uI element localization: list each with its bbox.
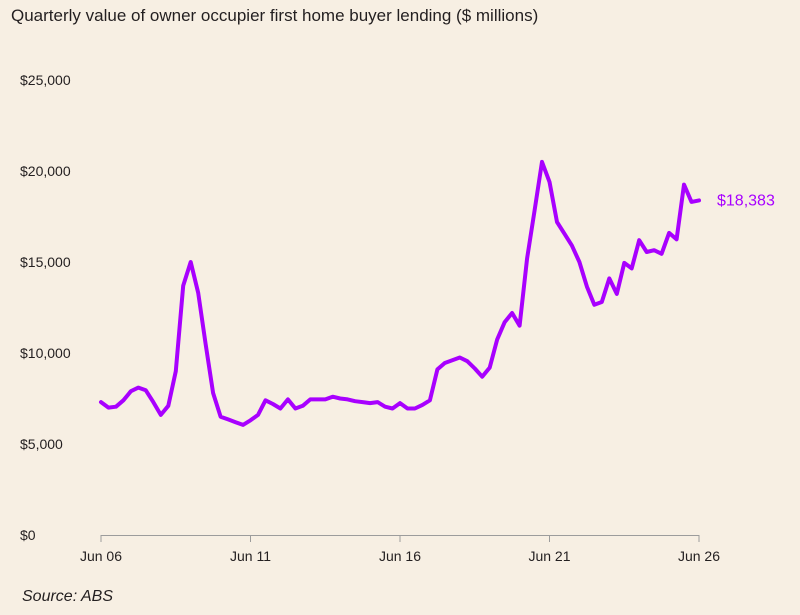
x-tick-label: Jun 26 xyxy=(678,548,720,564)
y-tick-label: $5,000 xyxy=(20,436,63,452)
x-tick-label: Jun 21 xyxy=(528,548,570,564)
y-tick-label: $15,000 xyxy=(20,254,71,270)
series-line xyxy=(99,159,701,427)
x-tick-label: Jun 06 xyxy=(80,548,122,564)
end-value-label: $18,383 xyxy=(717,192,775,209)
y-tick-label: $10,000 xyxy=(20,345,71,361)
x-tick-label: Jun 16 xyxy=(379,548,421,564)
y-tick-label: $25,000 xyxy=(20,72,71,88)
y-axis: $0 $5,000 $10,000 $15,000 $20,000 $25,000 xyxy=(20,72,71,543)
y-tick-label: $20,000 xyxy=(20,163,71,179)
x-tick-label: Jun 11 xyxy=(230,548,271,564)
x-axis: Jun 06 Jun 11 Jun 16 Jun 21 Jun 26 xyxy=(80,535,720,564)
plot-area: $18,383 xyxy=(99,159,775,427)
chart-title: Quarterly value of owner occupier first … xyxy=(11,6,539,25)
source-note: Source: ABS xyxy=(22,588,114,605)
y-tick-label: $0 xyxy=(20,527,36,543)
